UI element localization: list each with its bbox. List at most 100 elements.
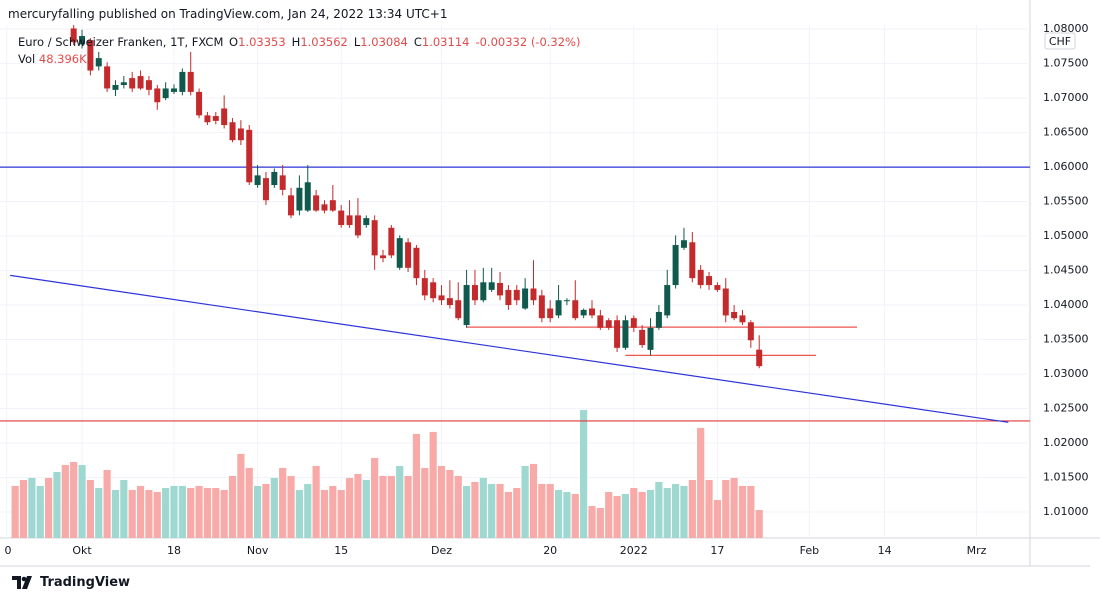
candle-body <box>145 80 152 90</box>
volume-bar <box>705 479 713 538</box>
candle-body <box>731 311 738 319</box>
volume-bar <box>354 473 362 538</box>
volume-bar <box>337 490 345 538</box>
candle-body <box>455 300 462 319</box>
volume-bar <box>70 461 78 538</box>
volume-bar <box>672 483 680 538</box>
volume-bar <box>747 485 755 538</box>
x-tick-label: 14 <box>878 544 892 557</box>
y-tick-label: 1.05500 <box>1043 195 1089 208</box>
volume-bar <box>479 477 487 538</box>
volume-bar <box>663 487 671 538</box>
volume-bar <box>755 509 763 538</box>
volume-bar <box>680 485 688 538</box>
candle-body <box>480 282 487 301</box>
volume-bar <box>596 508 604 538</box>
volume-bar <box>36 485 44 538</box>
volume-bar <box>404 475 412 538</box>
candle-body <box>497 282 504 296</box>
candle-body <box>229 122 236 141</box>
candle-body <box>321 204 328 211</box>
candle-body <box>697 269 704 286</box>
volume-bar <box>588 505 596 538</box>
candle-body <box>547 308 554 319</box>
volume-bar <box>86 479 94 538</box>
volume-bar <box>162 487 170 538</box>
x-tick-label: 18 <box>167 544 181 557</box>
volume-bar <box>329 485 337 538</box>
volume-bar <box>429 431 437 538</box>
candle-body <box>597 315 604 328</box>
volume-bar <box>421 467 429 538</box>
volume-bar <box>730 477 738 538</box>
volume-bar <box>638 491 646 538</box>
candle-body <box>254 175 261 186</box>
candle-body <box>196 91 203 116</box>
volume-bar <box>513 487 521 538</box>
volume-bar <box>320 490 329 538</box>
brand: TradingView <box>40 575 131 590</box>
candle-body <box>438 295 445 301</box>
x-tick-label: 0 <box>5 544 12 557</box>
volume-bar <box>19 479 28 538</box>
volume-bar <box>488 483 496 538</box>
candle-body <box>756 349 763 367</box>
volume-bar <box>95 487 103 538</box>
volume-name: Vol <box>18 52 36 66</box>
symbol-legend: Euro / Schweizer Franken, 1T, FXCM O1.03… <box>18 35 586 49</box>
x-tick-label: 15 <box>334 544 348 557</box>
volume-bar <box>287 475 295 538</box>
candle-body <box>630 318 637 328</box>
candle-body <box>338 210 345 226</box>
y-tick-label: 1.03000 <box>1043 367 1089 380</box>
volume-layer <box>11 409 763 538</box>
volume-bar <box>153 491 161 538</box>
volume-bar <box>646 490 655 538</box>
volume-bar <box>345 477 354 538</box>
candle-body <box>522 288 529 309</box>
volume-bar <box>187 487 195 538</box>
candle-body <box>714 285 721 290</box>
volume-bar <box>61 464 69 538</box>
candle-body <box>171 88 177 92</box>
volume-bar <box>371 457 379 538</box>
candle-body <box>87 40 94 71</box>
candle-body <box>371 220 378 256</box>
candle-body <box>488 282 495 290</box>
volume-bar <box>145 490 153 538</box>
volume-bar <box>688 479 696 538</box>
currency-box <box>1044 32 1076 50</box>
volume-bar <box>504 491 512 538</box>
volume-bar <box>245 467 253 538</box>
candle-body <box>747 322 754 341</box>
logo <box>12 575 32 589</box>
candle-body <box>346 215 353 226</box>
volume-bar <box>387 475 395 538</box>
currency: CHF <box>1049 35 1071 48</box>
axes: 1.01000 1.01500 1.02000 1.02500 1.03000 1.035… <box>5 22 1089 557</box>
volume-bar <box>529 463 538 538</box>
volume-bar <box>45 477 53 538</box>
y-tick-label: 1.01500 <box>1043 471 1089 484</box>
candle-body <box>680 240 687 248</box>
volume-bar <box>28 477 36 538</box>
volume-bar <box>78 464 86 538</box>
volume-bar <box>437 465 446 538</box>
change: -0.00332 (-0.32%) <box>475 35 581 49</box>
y-tick-label: 1.04500 <box>1043 264 1089 277</box>
volume-bar <box>538 483 546 538</box>
volume-bar <box>53 471 61 538</box>
volume-bar <box>738 485 747 538</box>
candle-body <box>647 327 654 350</box>
candle-body <box>329 200 336 211</box>
footer: TradingView <box>12 575 130 590</box>
candle-body <box>187 71 194 92</box>
x-tick-label: Dez <box>431 544 452 557</box>
y-tick-label: 1.02000 <box>1043 436 1089 449</box>
y-tick-label: 1.06500 <box>1043 126 1089 139</box>
candle-body <box>388 227 395 256</box>
y-tick-label: 1.01000 <box>1043 505 1089 518</box>
volume-bar <box>170 485 178 538</box>
volume-bar <box>195 485 203 538</box>
y-tick-label: 1.03500 <box>1043 333 1089 346</box>
